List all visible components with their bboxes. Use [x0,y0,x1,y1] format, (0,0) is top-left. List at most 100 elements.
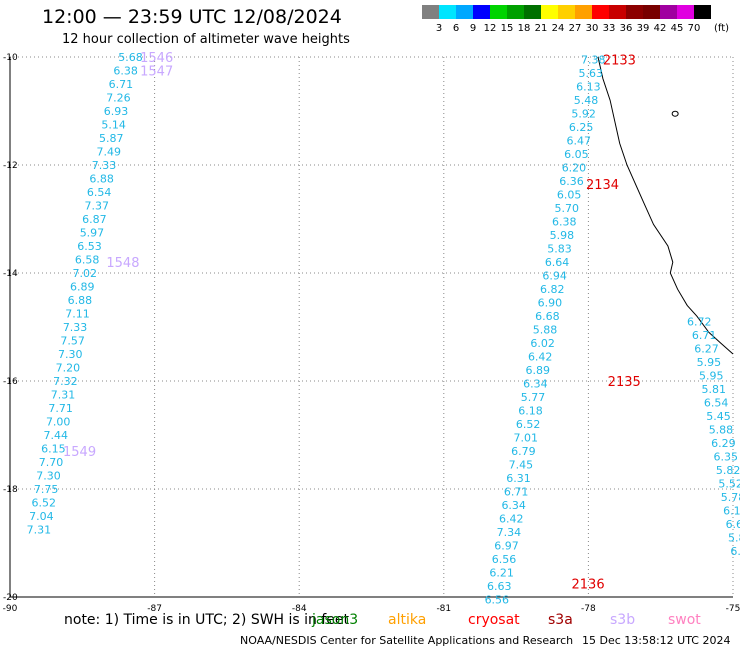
colorbar-unit: (ft) [714,23,730,34]
x-tick-label: -81 [436,604,451,614]
pass-number-label: 2135 [608,375,641,390]
colorbar-swatch [592,5,609,19]
wave-height-label: 6.71 [504,486,529,499]
wave-height-label: 6.13 [576,81,601,94]
wave-height-label: 6.53 [77,240,102,253]
wave-height-label: 6.88 [89,173,114,186]
pass-number-label: 2136 [572,578,605,593]
wave-height-label: 6.31 [506,472,531,485]
wave-height-label: 5.77 [521,391,546,404]
wave-height-label: 6.35 [714,451,739,464]
wave-height-label: 7.71 [48,402,73,415]
pass-number-label: 1547 [140,65,173,80]
wave-height-label: 7.20 [56,362,81,375]
colorbar-label: 18 [517,23,531,34]
wave-height-label: 6.02 [530,337,555,350]
wave-height-label: 6.36 [559,175,584,188]
colorbar-label: 15 [500,23,514,34]
wave-height-label: 6.25 [569,121,594,134]
legend-item-s3a: s3a [548,612,573,628]
wave-height-label: 5.87 [99,132,124,145]
y-tick-label: -20 [3,593,18,603]
wave-height-label: 5.95 [697,356,722,369]
colorbar-swatch [473,5,490,19]
wave-height-label: 5.97 [80,227,105,240]
wave-height-label: 5.52 [718,478,740,491]
x-tick-label: -87 [147,604,162,614]
colorbar-label: 12 [483,23,497,34]
wave-height-label: 5.45 [706,410,731,423]
colorbar-swatch [439,5,456,19]
wave-height-label: 5.68 [118,51,143,64]
colorbar-swatch [575,5,592,19]
pass-number-label: 2134 [586,178,619,193]
map-title: 12:00 — 23:59 UTC 12/08/2024 [42,6,342,28]
wave-height-label: 5.78 [721,491,740,504]
legend-item-swot: swot [668,612,701,628]
legend-item-s3b: s3b [610,612,636,628]
wave-height-label: 6.64 [545,256,570,269]
colorbar-label: 24 [551,23,565,34]
wave-height-label: 5.88 [709,424,734,437]
wave-height-label: 6.42 [528,351,553,364]
wave-height-label: 6.79 [511,445,536,458]
wave-height-label: 7.57 [60,335,85,348]
wave-height-label: 6.94 [542,270,567,283]
coastline [597,56,734,355]
colorbar-label: 9 [469,23,477,34]
colorbar-swatch [643,5,660,19]
wave-height-label: 5.83 [547,243,572,256]
footer-note: note: 1) Time is in UTC; 2) SWH is in fe… [64,612,350,628]
wave-height-label: 6.54 [704,397,729,410]
colorbar-label: 33 [602,23,616,34]
wave-height-label: 5.95 [699,370,724,383]
wave-height-label: 7.45 [509,459,534,472]
wave-height-label: 6.68 [535,310,560,323]
colorbar-swatch [490,5,507,19]
colorbar-swatch [677,5,694,19]
colorbar-swatch [422,5,439,19]
wave-height-label: 6.90 [538,297,563,310]
pass-number-label: 2133 [603,54,636,69]
wave-height-label: 7.70 [39,456,64,469]
wave-height-label: 7.04 [29,510,54,523]
x-tick-label: -75 [726,604,740,614]
x-tick-label: -78 [581,604,596,614]
colorbar-label: 36 [619,23,633,34]
wave-height-label: 5.48 [574,94,599,107]
wave-height-label: 5.14 [101,119,126,132]
wave-height-label: 5.63 [579,67,604,80]
wave-height-label: 7.37 [85,200,110,213]
colorbar-label: 42 [653,23,667,34]
wave-height-label: 6.82 [540,283,565,296]
wave-height-label: 6.21 [489,567,514,580]
wave-height-label: 6.15 [41,443,66,456]
wave-height-label: 7.30 [36,470,61,483]
legend-item-jason3: jason3 [312,612,359,628]
colorbar-swatch [558,5,575,19]
wave-height-label: 6.42 [499,513,524,526]
wave-height-label: 6.47 [567,135,592,148]
wave-height-label: 6.58 [75,254,100,267]
legend-item-cryosat: cryosat [468,612,520,628]
wave-height-label: 6.05 [564,148,589,161]
pass-number-label: 1548 [106,256,139,271]
wave-height-label: 7.33 [63,321,88,334]
wave-height-label: 6.71 [692,329,717,342]
wave-height-label: 7.02 [72,267,97,280]
wave-height-label: 7.34 [497,526,522,539]
colorbar-label: 27 [568,23,582,34]
wave-height-label: 6.67 [726,518,740,531]
wave-height-label: 6.97 [494,540,519,553]
wave-height-label: 6.52 [31,497,56,510]
wave-height-label: 7.38 [581,54,606,67]
wave-height-label: 6.29 [711,437,736,450]
wave-height-label: 6.20 [562,162,587,175]
wave-height-label: 6.93 [104,105,129,118]
wave-height-label: 7.75 [34,483,59,496]
wave-height-label: 5.82 [728,532,740,545]
wave-height-label: 6.72 [687,316,712,329]
wave-height-label: 6.52 [516,418,541,431]
colorbar-label: 45 [670,23,684,34]
wave-height-label: 7.44 [44,429,69,442]
